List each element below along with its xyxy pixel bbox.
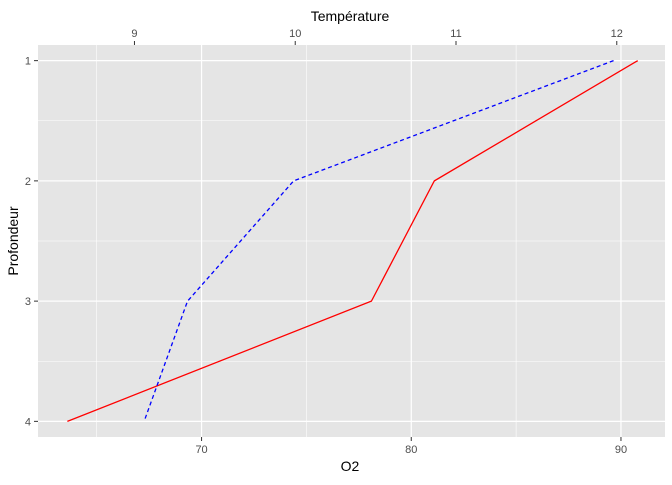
temperature-series-line — [143, 60, 614, 422]
top-tick-label: 12 — [611, 28, 623, 40]
series-layer — [67, 60, 639, 422]
o2-series-line — [67, 60, 639, 422]
left-tick-label: 2 — [25, 176, 31, 188]
top-tick-label: 11 — [450, 28, 461, 40]
grid-minor — [38, 45, 665, 437]
bottom-tick-label: 90 — [615, 444, 627, 456]
left-tick-label: 4 — [25, 416, 31, 428]
grid-major — [38, 45, 665, 437]
bottom-tick-label: 80 — [405, 444, 417, 456]
top-tick-label: 9 — [131, 28, 137, 40]
bottom-axis-title: O2 — [341, 458, 360, 474]
y-axis-title: Profondeur — [5, 206, 21, 276]
left-tick-label: 3 — [25, 296, 31, 308]
bottom-tick-label: 70 — [195, 444, 207, 456]
top-axis-title: Température — [311, 8, 390, 24]
left-tick-label: 1 — [25, 56, 31, 68]
top-tick-label: 10 — [289, 28, 301, 40]
